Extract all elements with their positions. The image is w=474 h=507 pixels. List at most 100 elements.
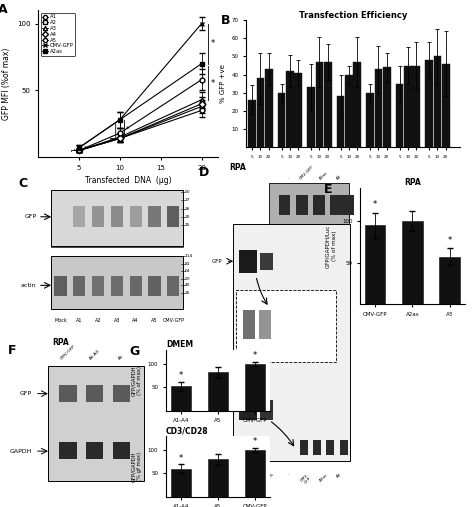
Bar bbox=[296, 195, 308, 215]
Text: *: * bbox=[447, 236, 452, 245]
Text: A5: A5 bbox=[151, 318, 158, 323]
Bar bbox=[313, 195, 325, 215]
Bar bbox=[86, 385, 103, 402]
Bar bbox=[130, 276, 142, 296]
Text: F: F bbox=[9, 344, 17, 357]
Text: C: C bbox=[18, 177, 27, 190]
Text: *: * bbox=[373, 200, 377, 209]
Bar bbox=[402, 221, 423, 304]
Bar bbox=[354, 62, 361, 147]
Bar bbox=[269, 183, 349, 224]
Bar bbox=[265, 69, 273, 147]
Text: GAPDH: GAPDH bbox=[203, 406, 223, 411]
Text: B: B bbox=[221, 14, 230, 27]
Text: D: D bbox=[199, 166, 209, 179]
Text: -: - bbox=[287, 176, 291, 180]
Text: GFP: GFP bbox=[24, 214, 36, 220]
Bar bbox=[337, 96, 345, 147]
Text: *: * bbox=[179, 454, 183, 463]
Text: GAPDH: GAPDH bbox=[10, 449, 32, 454]
Text: 50: 50 bbox=[184, 190, 190, 194]
Text: CMV-GFP: CMV-GFP bbox=[298, 164, 314, 180]
Bar bbox=[245, 450, 265, 497]
Title: RPA: RPA bbox=[404, 178, 421, 187]
Bar bbox=[260, 252, 273, 270]
Bar bbox=[324, 62, 332, 147]
Text: A5: A5 bbox=[118, 354, 125, 361]
Text: A3: A3 bbox=[336, 472, 343, 479]
Bar bbox=[51, 191, 183, 246]
Bar bbox=[111, 276, 123, 296]
Y-axis label: GFP/GAPDH
(% of max): GFP/GAPDH (% of max) bbox=[131, 365, 142, 395]
Text: A3: A3 bbox=[336, 173, 343, 180]
Bar bbox=[148, 206, 161, 227]
Text: CMV-GFP: CMV-GFP bbox=[162, 318, 184, 323]
Bar bbox=[365, 225, 385, 304]
Legend: A1, A2, A3, A4, A5, CMV-GFP, A2as: A1, A2, A3, A4, A5, CMV-GFP, A2as bbox=[41, 13, 75, 56]
Bar bbox=[260, 400, 273, 420]
Bar bbox=[425, 60, 433, 147]
Text: actin: actin bbox=[21, 283, 36, 288]
Bar bbox=[286, 71, 294, 147]
Text: A2as: A2as bbox=[319, 170, 328, 180]
Bar bbox=[92, 206, 104, 227]
Bar bbox=[171, 386, 191, 411]
Text: 37: 37 bbox=[184, 198, 190, 202]
Text: A4: A4 bbox=[132, 318, 139, 323]
Bar bbox=[345, 75, 353, 147]
Text: *: * bbox=[179, 371, 183, 380]
Bar bbox=[208, 372, 228, 411]
Text: *: * bbox=[253, 438, 257, 446]
Bar bbox=[112, 442, 130, 459]
Y-axis label: GFP MFI (%of max): GFP MFI (%of max) bbox=[2, 48, 11, 120]
Text: A2: A2 bbox=[95, 318, 101, 323]
Bar bbox=[59, 385, 77, 402]
Text: *: * bbox=[253, 351, 257, 360]
Bar bbox=[316, 62, 323, 147]
Bar bbox=[167, 206, 179, 227]
Bar bbox=[339, 441, 347, 455]
Bar bbox=[59, 442, 77, 459]
Bar bbox=[442, 64, 450, 147]
Bar bbox=[259, 310, 271, 339]
Text: GFP: GFP bbox=[20, 391, 32, 396]
Bar bbox=[243, 310, 255, 339]
Bar bbox=[434, 56, 441, 147]
Bar bbox=[245, 364, 265, 411]
Text: DMEM: DMEM bbox=[166, 340, 193, 349]
Text: 26: 26 bbox=[184, 207, 190, 211]
Bar bbox=[412, 65, 420, 147]
Bar bbox=[294, 73, 302, 147]
Text: 64: 64 bbox=[184, 269, 190, 273]
Text: A1-A4: A1-A4 bbox=[89, 349, 100, 361]
Text: Mock: Mock bbox=[54, 318, 67, 323]
Text: P₂: P₂ bbox=[269, 472, 275, 478]
Text: CMV-
GFP: CMV- GFP bbox=[300, 472, 313, 486]
Bar bbox=[307, 87, 315, 147]
Bar bbox=[279, 195, 291, 215]
Bar bbox=[313, 441, 321, 455]
Bar bbox=[86, 442, 103, 459]
Bar bbox=[366, 93, 374, 147]
Bar bbox=[342, 195, 354, 215]
Text: GFP: GFP bbox=[212, 259, 223, 264]
Bar bbox=[396, 84, 403, 147]
Bar bbox=[148, 276, 161, 296]
Text: 15: 15 bbox=[184, 223, 190, 227]
Text: 26: 26 bbox=[184, 291, 190, 295]
Y-axis label: GFP/GAPDH
(% gf max): GFP/GAPDH (% gf max) bbox=[131, 451, 142, 482]
Text: *: * bbox=[127, 126, 130, 132]
Bar bbox=[239, 397, 257, 420]
Bar bbox=[439, 257, 460, 304]
Text: 40: 40 bbox=[184, 283, 190, 287]
Bar bbox=[73, 276, 85, 296]
Text: E: E bbox=[324, 183, 332, 196]
Bar bbox=[330, 195, 342, 215]
Y-axis label: GFP/GAPDH/Luc
(% of max): GFP/GAPDH/Luc (% of max) bbox=[326, 224, 337, 268]
Bar bbox=[55, 276, 66, 296]
Bar bbox=[326, 441, 334, 455]
Bar bbox=[404, 65, 412, 147]
Bar bbox=[48, 366, 144, 481]
Bar bbox=[239, 249, 257, 273]
X-axis label: Transfected  DNA  (µg): Transfected DNA (µg) bbox=[85, 176, 171, 186]
